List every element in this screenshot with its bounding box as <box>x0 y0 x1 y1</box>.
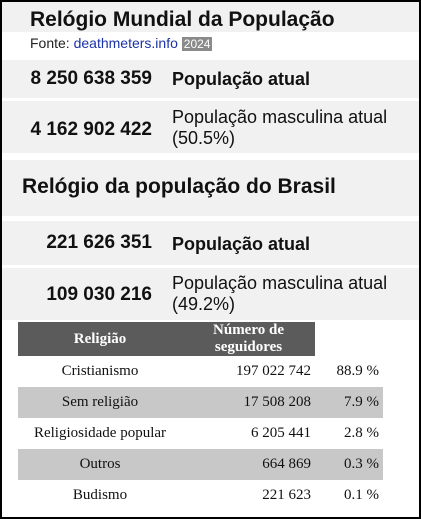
panel <box>2 2 419 32</box>
religion: Sem religião <box>18 387 182 418</box>
value: 4 162 902 422 <box>30 119 152 140</box>
header: Número de seguidores <box>182 322 315 356</box>
label: População masculina atual (49.2%) <box>172 273 388 314</box>
followers: 221 623 <box>262 487 311 503</box>
label: População masculina atual (50.5%) <box>172 107 388 148</box>
religion: Cristianismo <box>61 363 139 379</box>
label: População atual <box>172 69 311 89</box>
year: 2024 <box>181 37 213 51</box>
followers: 197 022 742 <box>236 363 311 379</box>
table-row: Sem religião 17 508 208 7.9 % <box>18 387 383 418</box>
source-label: Fonte: <box>30 35 70 51</box>
followers: 6 205 441 <box>251 425 311 441</box>
share: 7.9 % <box>315 387 383 418</box>
source: Fonte: deathmeters.info 2024 <box>30 35 213 51</box>
header-blank <box>315 322 383 356</box>
value: 8 250 638 359 <box>30 68 152 89</box>
table-row: Outros 664 869 0.3 % <box>18 449 383 480</box>
religion-table: Religião Número de seguidores Cristianis… <box>18 322 383 511</box>
row <box>2 101 419 153</box>
value: 221 626 351 <box>46 232 152 253</box>
header-row: Religião Número de seguidores <box>18 322 383 356</box>
panel <box>2 160 419 216</box>
header: Religião <box>18 322 182 356</box>
brazil-title: Relógio da população do Brasil <box>22 175 336 198</box>
religion: Budismo <box>72 487 128 503</box>
religion: Religiosidade popular <box>33 425 167 441</box>
row <box>2 60 419 98</box>
followers: 17 508 208 <box>182 387 315 418</box>
row <box>2 268 419 320</box>
world-title: Relógio Mundial da População <box>30 8 335 31</box>
source-link[interactable]: deathmeters.info <box>73 35 178 51</box>
share: 2.8 % <box>344 425 379 441</box>
share: 88.9 % <box>336 363 380 379</box>
followers: 664 869 <box>182 449 315 480</box>
religion: Outros <box>18 449 182 480</box>
value: 109 030 216 <box>46 284 152 305</box>
label: População atual <box>172 234 311 254</box>
table-row: Religiosidade popular 6 205 441 2.8 % <box>18 418 383 449</box>
table-row: Cristianismo 197 022 742 88.9 % <box>18 356 383 387</box>
share: 0.3 % <box>315 449 383 480</box>
table-row: Budismo 221 623 0.1 % <box>18 480 383 511</box>
share: 0.1 % <box>344 487 379 503</box>
row <box>2 221 419 265</box>
